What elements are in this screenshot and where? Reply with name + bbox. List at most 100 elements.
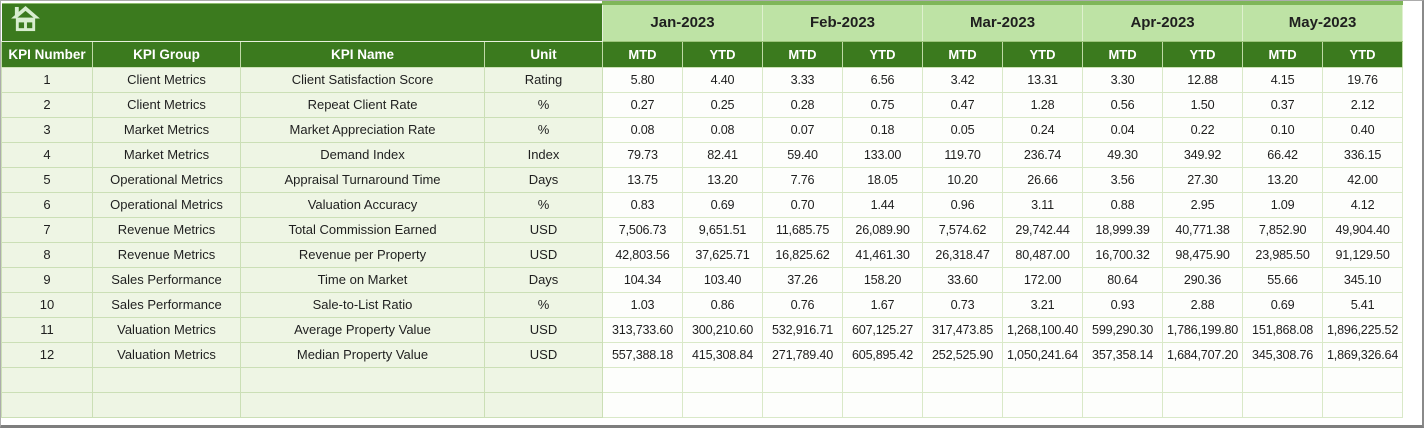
value-cell[interactable]: 0.08: [602, 116, 683, 143]
empty-cell[interactable]: [1082, 391, 1164, 418]
value-cell[interactable]: 0.75: [841, 91, 924, 118]
col-header-mar-mtd[interactable]: MTD: [922, 40, 1004, 68]
value-cell[interactable]: 151,868.08: [1242, 316, 1324, 343]
value-cell[interactable]: 0.96: [922, 191, 1004, 218]
value-cell[interactable]: 0.56: [1082, 91, 1164, 118]
col-header-may-ytd[interactable]: YTD: [1322, 40, 1404, 68]
value-cell[interactable]: 11,685.75: [762, 216, 843, 243]
value-cell[interactable]: 1,896,225.52: [1322, 316, 1404, 343]
empty-cell[interactable]: [1, 366, 93, 393]
value-cell[interactable]: 49.30: [1082, 141, 1164, 168]
kpi-number-cell[interactable]: 9: [1, 266, 93, 293]
value-cell[interactable]: 557,388.18: [602, 341, 683, 368]
kpi-number-cell[interactable]: 5: [1, 166, 93, 193]
value-cell[interactable]: 236.74: [1002, 141, 1084, 168]
value-cell[interactable]: 82.41: [682, 141, 763, 168]
col-header-unit[interactable]: Unit: [484, 40, 603, 68]
value-cell[interactable]: 349.92: [1162, 141, 1244, 168]
value-cell[interactable]: 300,210.60: [682, 316, 763, 343]
value-cell[interactable]: 0.40: [1322, 116, 1404, 143]
empty-cell[interactable]: [92, 391, 241, 418]
value-cell[interactable]: 532,916.71: [762, 316, 843, 343]
value-cell[interactable]: 605,895.42: [841, 341, 924, 368]
empty-cell[interactable]: [484, 391, 603, 418]
value-cell[interactable]: 18.05: [841, 166, 924, 193]
value-cell[interactable]: 10.20: [922, 166, 1004, 193]
value-cell[interactable]: 104.34: [602, 266, 683, 293]
empty-cell[interactable]: [602, 391, 683, 418]
value-cell[interactable]: 79.73: [602, 141, 683, 168]
value-cell[interactable]: 252,525.90: [922, 341, 1004, 368]
value-cell[interactable]: 271,789.40: [762, 341, 843, 368]
month-header-apr-2023[interactable]: Apr-2023: [1082, 1, 1244, 42]
value-cell[interactable]: 158.20: [841, 266, 924, 293]
value-cell[interactable]: 3.30: [1082, 66, 1164, 93]
kpi-number-cell[interactable]: 7: [1, 216, 93, 243]
kpi-name-cell[interactable]: Repeat Client Rate: [240, 91, 485, 118]
value-cell[interactable]: 27.30: [1162, 166, 1244, 193]
kpi-group-cell[interactable]: Market Metrics: [92, 116, 241, 143]
value-cell[interactable]: 7,506.73: [602, 216, 683, 243]
unit-cell[interactable]: Index: [484, 141, 603, 168]
col-header-kpi-group[interactable]: KPI Group: [92, 40, 241, 68]
kpi-number-cell[interactable]: 3: [1, 116, 93, 143]
value-cell[interactable]: 37.26: [762, 266, 843, 293]
value-cell[interactable]: 1.44: [841, 191, 924, 218]
value-cell[interactable]: 3.21: [1002, 291, 1084, 318]
empty-cell[interactable]: [1162, 366, 1244, 393]
value-cell[interactable]: 13.20: [1242, 166, 1324, 193]
value-cell[interactable]: 4.12: [1322, 191, 1404, 218]
value-cell[interactable]: 12.88: [1162, 66, 1244, 93]
value-cell[interactable]: 41,461.30: [841, 241, 924, 268]
kpi-number-cell[interactable]: 8: [1, 241, 93, 268]
value-cell[interactable]: 599,290.30: [1082, 316, 1164, 343]
value-cell[interactable]: 7.76: [762, 166, 843, 193]
kpi-name-cell[interactable]: Total Commission Earned: [240, 216, 485, 243]
value-cell[interactable]: 172.00: [1002, 266, 1084, 293]
value-cell[interactable]: 0.10: [1242, 116, 1324, 143]
col-header-apr-mtd[interactable]: MTD: [1082, 40, 1164, 68]
value-cell[interactable]: 16,825.62: [762, 241, 843, 268]
value-cell[interactable]: 26,318.47: [922, 241, 1004, 268]
value-cell[interactable]: 13.31: [1002, 66, 1084, 93]
value-cell[interactable]: 5.41: [1322, 291, 1404, 318]
value-cell[interactable]: 42,803.56: [602, 241, 683, 268]
value-cell[interactable]: 26,089.90: [841, 216, 924, 243]
value-cell[interactable]: 7,574.62: [922, 216, 1004, 243]
empty-cell[interactable]: [602, 366, 683, 393]
unit-cell[interactable]: %: [484, 291, 603, 318]
value-cell[interactable]: 0.76: [762, 291, 843, 318]
kpi-name-cell[interactable]: Sale-to-List Ratio: [240, 291, 485, 318]
value-cell[interactable]: 4.40: [682, 66, 763, 93]
kpi-name-cell[interactable]: Median Property Value: [240, 341, 485, 368]
unit-cell[interactable]: Days: [484, 266, 603, 293]
value-cell[interactable]: 0.28: [762, 91, 843, 118]
value-cell[interactable]: 91,129.50: [1322, 241, 1404, 268]
value-cell[interactable]: 29,742.44: [1002, 216, 1084, 243]
value-cell[interactable]: 40,771.38: [1162, 216, 1244, 243]
empty-cell[interactable]: [1162, 391, 1244, 418]
value-cell[interactable]: 290.36: [1162, 266, 1244, 293]
empty-cell[interactable]: [1002, 366, 1084, 393]
col-header-mar-ytd[interactable]: YTD: [1002, 40, 1084, 68]
kpi-number-cell[interactable]: 11: [1, 316, 93, 343]
empty-cell[interactable]: [1002, 391, 1084, 418]
value-cell[interactable]: 0.04: [1082, 116, 1164, 143]
value-cell[interactable]: 0.88: [1082, 191, 1164, 218]
unit-cell[interactable]: Rating: [484, 66, 603, 93]
value-cell[interactable]: 6.56: [841, 66, 924, 93]
value-cell[interactable]: 345.10: [1322, 266, 1404, 293]
value-cell[interactable]: 33.60: [922, 266, 1004, 293]
value-cell[interactable]: 3.11: [1002, 191, 1084, 218]
value-cell[interactable]: 9,651.51: [682, 216, 763, 243]
value-cell[interactable]: 1.67: [841, 291, 924, 318]
value-cell[interactable]: 3.42: [922, 66, 1004, 93]
value-cell[interactable]: 1,786,199.80: [1162, 316, 1244, 343]
unit-cell[interactable]: Days: [484, 166, 603, 193]
kpi-group-cell[interactable]: Market Metrics: [92, 141, 241, 168]
value-cell[interactable]: 26.66: [1002, 166, 1084, 193]
value-cell[interactable]: 13.20: [682, 166, 763, 193]
kpi-name-cell[interactable]: Average Property Value: [240, 316, 485, 343]
kpi-group-cell[interactable]: Operational Metrics: [92, 191, 241, 218]
value-cell[interactable]: 66.42: [1242, 141, 1324, 168]
